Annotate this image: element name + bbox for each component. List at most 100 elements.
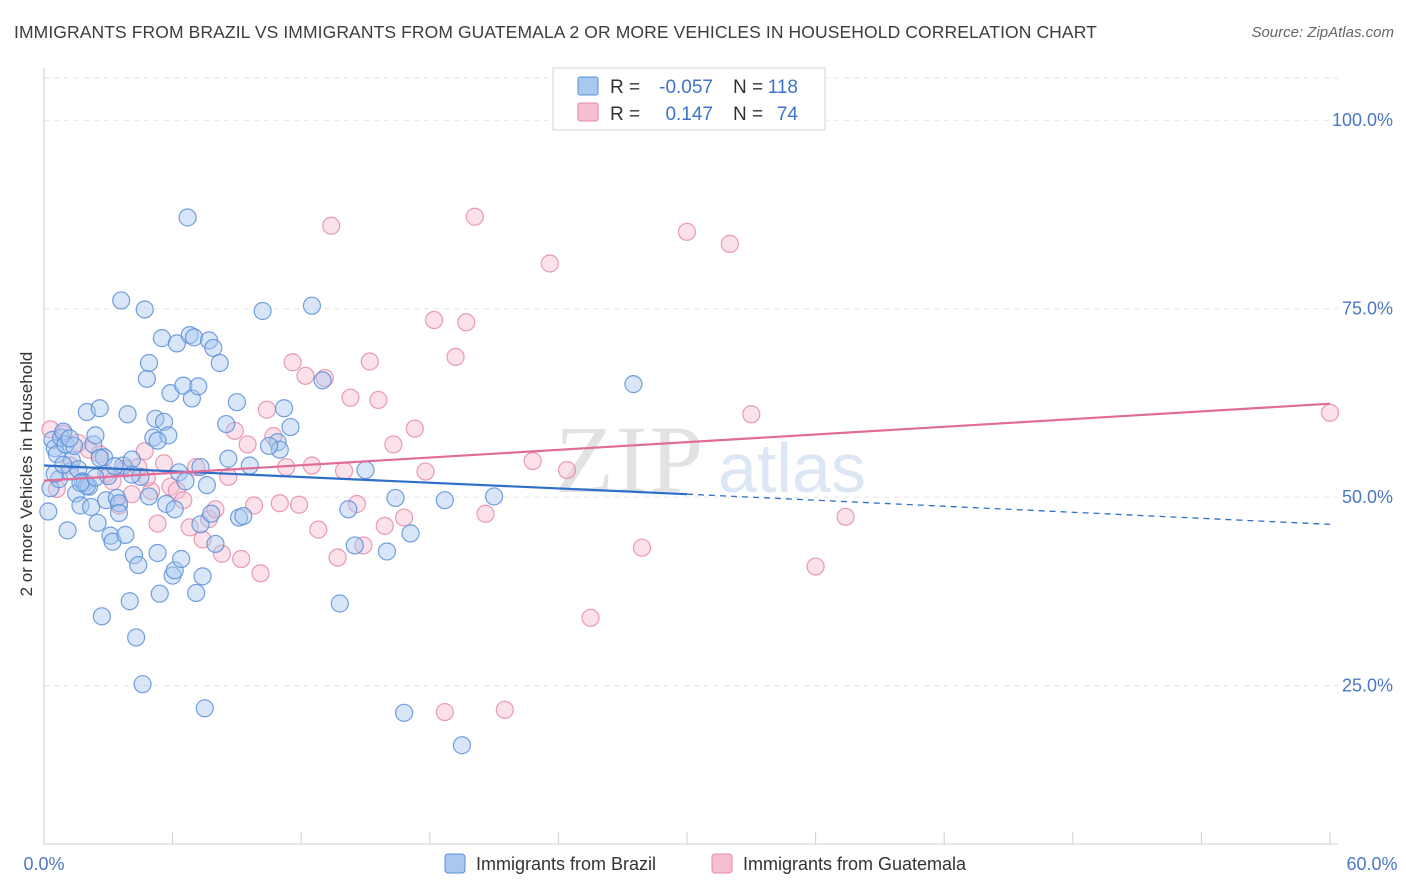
brazil-point-57 xyxy=(167,334,186,353)
guatemala-point-52 xyxy=(394,508,414,527)
brazil-point-86 xyxy=(274,399,294,418)
brazil-point-59 xyxy=(172,549,191,569)
brazil-point-35 xyxy=(118,405,137,424)
brazil-point-23 xyxy=(88,513,107,532)
brazil-point-111 xyxy=(165,500,184,519)
x-ticks xyxy=(43,832,1331,844)
brazil-point-69 xyxy=(193,567,212,586)
brazil-point-78 xyxy=(227,393,246,412)
guatemala-point-36 xyxy=(283,353,302,372)
brazil-point-42 xyxy=(133,675,152,694)
legend-guatemala-n-value: 74 xyxy=(777,104,799,125)
guatemala-point-28 xyxy=(232,549,251,569)
brazil-trend-line xyxy=(43,464,688,496)
brazil-point-92 xyxy=(345,536,364,555)
brazil-point-53 xyxy=(159,426,178,445)
brazil-point-52 xyxy=(157,494,176,514)
brazil-point-93 xyxy=(356,460,375,480)
brazil-point-91 xyxy=(339,500,358,519)
y-tick-label-75: 75.0% xyxy=(1342,299,1393,319)
guatemala-point-25 xyxy=(212,544,231,563)
brazil-point-74 xyxy=(204,338,223,358)
guatemala-point-46 xyxy=(347,494,367,514)
brazil-point-97 xyxy=(401,524,420,543)
y-tick-label-25: 25.0% xyxy=(1342,676,1393,696)
guatemala-point-41 xyxy=(315,368,334,388)
brazil-point-109 xyxy=(139,487,159,506)
brazil-point-105 xyxy=(90,448,109,468)
brazil-point-25 xyxy=(92,607,111,626)
guatemala-point-34 xyxy=(270,494,289,513)
brazil-point-43 xyxy=(135,300,154,319)
correlation-legend: R = -0.057 N = 118 R = 0.147 N = 74 xyxy=(552,67,826,131)
brazil-point-107 xyxy=(105,457,124,476)
legend-guatemala-r-label: R = xyxy=(610,104,640,125)
legend-guatemala-n-label: N = xyxy=(733,104,763,125)
brazil-point-95 xyxy=(386,488,405,508)
brazil-point-66 xyxy=(187,583,206,603)
brazil-point-62 xyxy=(178,208,197,227)
bottom-legend-guatemala-label: Immigrants from Guatemala xyxy=(743,854,967,874)
brazil-point-76 xyxy=(210,353,229,373)
brazil-point-100 xyxy=(485,487,504,506)
guatemala-point-64 xyxy=(557,460,577,480)
guatemala-point-55 xyxy=(424,310,444,330)
x-tick-label-max: 60.0% xyxy=(1346,854,1397,874)
watermark-zip: ZIP xyxy=(555,406,705,513)
guatemala-point-44 xyxy=(334,461,354,480)
axes xyxy=(43,68,1338,845)
series-legend: Immigrants from Brazil Immigrants from G… xyxy=(444,853,967,874)
guatemala-point-50 xyxy=(375,516,394,535)
guatemala-trend-line xyxy=(43,402,1331,482)
guatemala-point-45 xyxy=(341,388,360,407)
guatemala-point-48 xyxy=(360,352,379,371)
brazil-point-84 xyxy=(281,417,300,437)
brazil-point-9 xyxy=(58,521,77,540)
brazil-point-99 xyxy=(452,736,472,755)
brazil-point-80 xyxy=(234,506,253,526)
x-tick-label-min: 0.0% xyxy=(23,854,64,874)
brazil-point-61 xyxy=(176,472,195,491)
brazil-point-24 xyxy=(90,399,109,418)
brazil-point-103 xyxy=(60,429,79,448)
bottom-legend-brazil-label: Immigrants from Brazil xyxy=(476,854,656,874)
brazil-point-73 xyxy=(202,504,221,523)
brazil-point-48 xyxy=(148,543,167,563)
brazil-point-44 xyxy=(137,369,156,388)
brazil-point-0 xyxy=(39,502,58,521)
brazil-point-83 xyxy=(270,440,289,459)
brazil-point-81 xyxy=(253,301,272,321)
source-label: Source: ZipAtlas.com xyxy=(1251,24,1394,41)
legend-brazil-r-label: R = xyxy=(610,77,640,98)
brazil-point-115 xyxy=(54,455,73,474)
guatemala-point-68 xyxy=(720,234,739,253)
guatemala-point-13 xyxy=(135,442,154,461)
brazil-point-77 xyxy=(217,414,236,434)
guatemala-point-38 xyxy=(296,366,315,385)
brazil-point-94 xyxy=(377,542,397,561)
brazil-point-20 xyxy=(82,497,101,517)
guatemala-point-31 xyxy=(251,564,270,583)
brazil-point-49 xyxy=(150,584,169,603)
brazil-point-11 xyxy=(62,451,81,470)
guatemala-point-65 xyxy=(581,608,600,627)
guatemala-point-56 xyxy=(435,702,454,722)
brazil-point-89 xyxy=(313,371,332,390)
trend-lines xyxy=(43,402,1331,525)
guatemala-point-40 xyxy=(309,520,328,539)
brazil-point-101 xyxy=(624,375,643,394)
grid-lines xyxy=(44,77,1338,687)
guatemala-point-70 xyxy=(806,557,825,576)
chart-title: IMMIGRANTS FROM BRAZIL VS IMMIGRANTS FRO… xyxy=(14,22,1097,42)
guatemala-point-67 xyxy=(677,222,697,241)
brazil-point-113 xyxy=(219,449,238,468)
brazil-point-51 xyxy=(154,412,174,431)
guatemala-point-32 xyxy=(257,400,277,419)
brazil-point-82 xyxy=(268,433,287,452)
brazil-point-70 xyxy=(195,699,214,718)
guatemala-point-59 xyxy=(465,207,484,226)
guatemala-point-69 xyxy=(742,405,761,424)
guatemala-point-20 xyxy=(180,518,199,537)
legend-guatemala-swatch xyxy=(577,102,599,122)
